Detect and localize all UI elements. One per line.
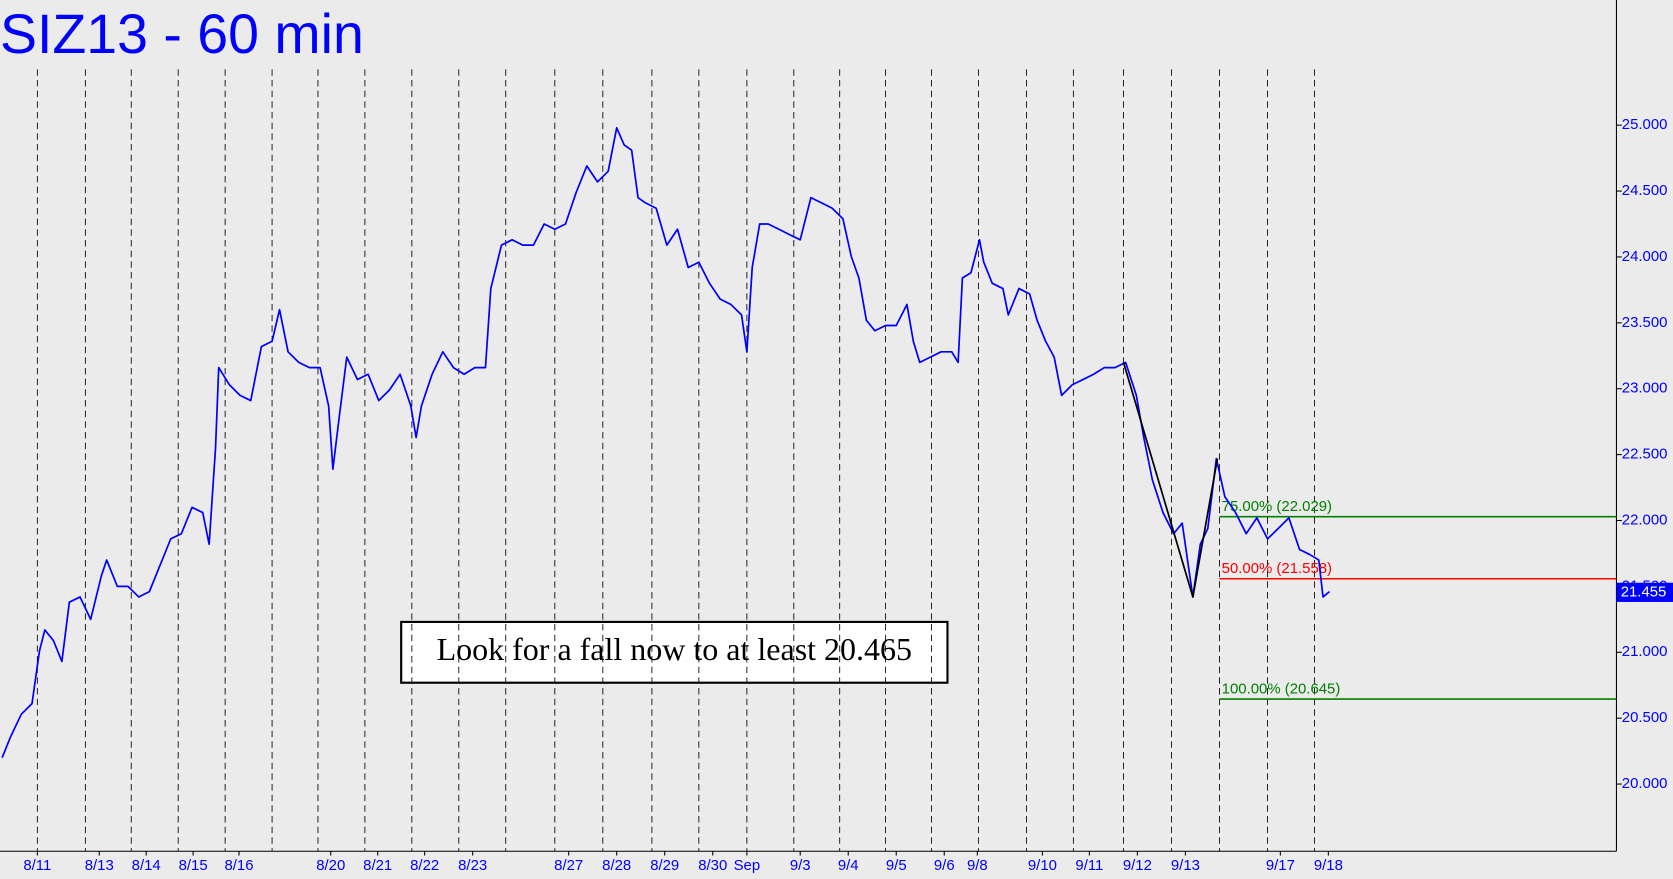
- price-line: [1122, 362, 1219, 598]
- last-price-tag: [1616, 582, 1673, 602]
- x-tick-label: 9/10: [1028, 857, 1057, 874]
- annotation-box: [400, 620, 949, 684]
- y-tick-label: 22.000: [1622, 511, 1668, 528]
- x-tick-label: 8/11: [23, 857, 51, 874]
- x-tick-label: Sep: [734, 857, 761, 874]
- y-tick-label: 22.500: [1622, 446, 1668, 463]
- y-tick-label: 23.000: [1622, 380, 1668, 397]
- last-price-label: 21.455: [1621, 583, 1667, 600]
- x-tick-label: 8/21: [363, 857, 392, 874]
- level-label: 50.00% (21.558): [1222, 560, 1332, 577]
- level-label: 75.00% (22.029): [1222, 498, 1332, 515]
- x-tick-label: 8/23: [458, 857, 487, 874]
- x-tick-label: 8/16: [224, 857, 253, 874]
- y-tick-label: 20.000: [1622, 775, 1668, 792]
- x-tick-label: 8/28: [602, 857, 631, 874]
- x-tick-label: 8/13: [85, 857, 114, 874]
- x-tick-label: 9/13: [1171, 857, 1200, 874]
- x-tick-label: 9/4: [838, 857, 859, 874]
- x-tick-label: 9/8: [967, 857, 988, 874]
- x-tick-label: 8/22: [410, 857, 439, 874]
- x-tick-label: 8/20: [316, 857, 345, 874]
- x-tick-label: 9/17: [1266, 857, 1295, 874]
- x-tick-label: 8/29: [650, 857, 679, 874]
- y-tick-label: 24.000: [1622, 248, 1668, 265]
- x-tick-label: 9/12: [1123, 857, 1152, 874]
- y-tick-label: 20.500: [1622, 709, 1668, 726]
- y-tick-label: 23.500: [1622, 314, 1668, 331]
- x-tick-label: 9/11: [1075, 857, 1103, 874]
- x-tick-label: 9/5: [886, 857, 907, 874]
- x-tick-label: 9/3: [790, 857, 811, 874]
- y-tick-label: 24.500: [1622, 182, 1668, 199]
- price-line: [1, 126, 1330, 759]
- x-tick-label: 8/30: [698, 857, 727, 874]
- annotation: Look for a fall now to at least 20.465: [437, 631, 912, 667]
- x-tick-label: 8/14: [132, 857, 161, 874]
- level-label: 100.00% (20.645): [1222, 680, 1341, 697]
- y-tick-label: 25.000: [1622, 116, 1668, 133]
- x-tick-label: 9/6: [934, 857, 955, 874]
- x-tick-label: 8/15: [179, 857, 208, 874]
- y-tick-label: 21.000: [1622, 643, 1668, 660]
- x-tick-label: 8/27: [554, 857, 583, 874]
- x-tick-label: 9/18: [1314, 857, 1343, 874]
- chart-title: SIZ13 - 60 min: [0, 3, 364, 65]
